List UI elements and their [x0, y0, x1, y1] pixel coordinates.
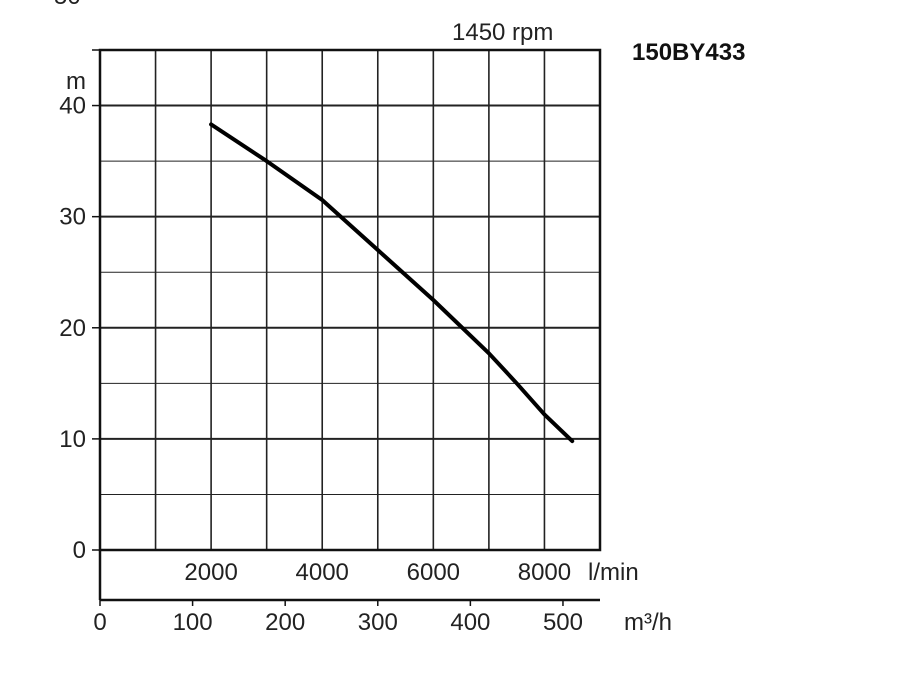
- plot-border: [98, 48, 602, 552]
- y-tick-label: 30: [59, 204, 86, 231]
- speed-label: 1450 rpm: [452, 19, 553, 46]
- x-tick-label-lmin: 4000: [296, 559, 349, 586]
- x-tick-label-m3h: 400: [450, 609, 490, 636]
- x-tick-label-m3h: 0: [93, 609, 106, 636]
- pump-curve-line: [209, 122, 575, 444]
- model-title: 150BY433: [632, 39, 745, 66]
- x-tick-label-m3h: 100: [173, 609, 213, 636]
- x-tick-label-m3h: 300: [358, 609, 398, 636]
- x-axis-unit-lmin: l/min: [588, 559, 639, 586]
- y-axis-unit-label: m: [66, 68, 86, 95]
- grid-major-lines: [100, 104, 600, 440]
- x-tick-label-lmin: 8000: [518, 559, 571, 586]
- plot-frame: [92, 48, 602, 606]
- x-axis-unit-m3h: m³/h: [624, 609, 672, 636]
- x-tick-label-m3h: 200: [265, 609, 305, 636]
- y-tick-label: 20: [59, 315, 86, 342]
- grid-minor-lines: [100, 50, 600, 550]
- x-tick-labels-lmin: 2000 4000 6000 8000: [184, 559, 571, 586]
- series-layer: [209, 122, 575, 444]
- y-top-partial-label: 50: [54, 0, 81, 10]
- y-tick-label: 10: [59, 426, 86, 453]
- x-tick-label-lmin: 2000: [184, 559, 237, 586]
- y-tick-label: 0: [73, 537, 86, 564]
- y-tick-labels: 0 10 20 30 40: [59, 93, 86, 564]
- x-tick-labels-m3h: 0 100 200 300 400 500: [93, 609, 583, 636]
- x-tick-label-m3h: 500: [543, 609, 583, 636]
- y-tick-label: 40: [59, 93, 86, 120]
- x-tick-label-lmin: 6000: [407, 559, 460, 586]
